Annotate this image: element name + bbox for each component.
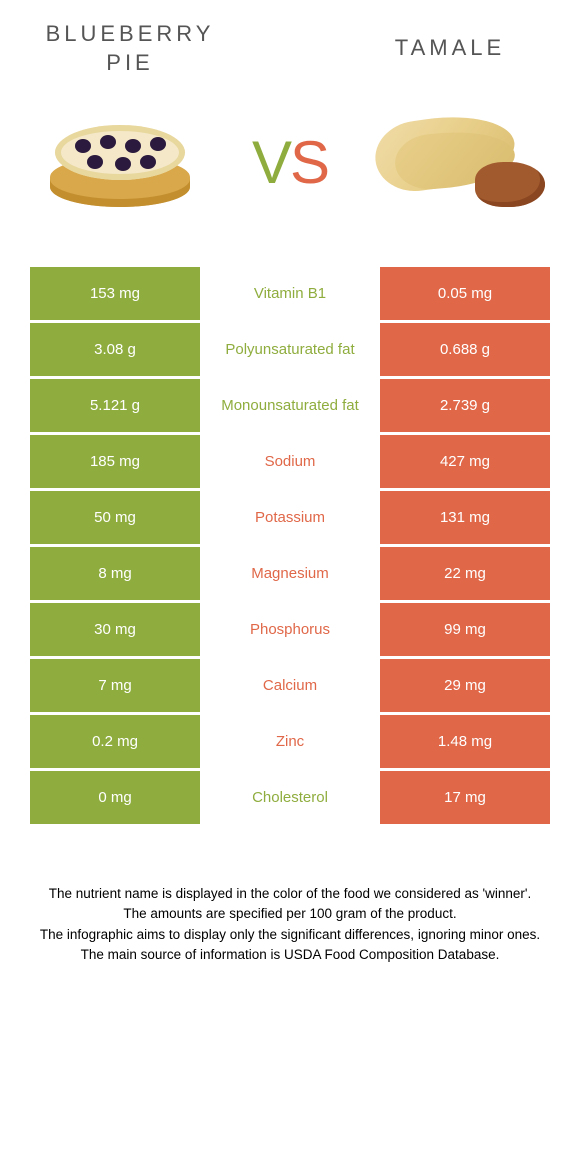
footnote-line: The nutrient name is displayed in the co… — [30, 884, 550, 904]
table-row: 30 mgPhosphorus99 mg — [30, 603, 550, 656]
nutrient-name-cell: Zinc — [200, 715, 380, 768]
nutrient-name-cell: Monounsaturated fat — [200, 379, 380, 432]
left-value-cell: 185 mg — [30, 435, 200, 488]
right-value-cell: 0.05 mg — [380, 267, 550, 320]
right-value-cell: 0.688 g — [380, 323, 550, 376]
right-value-cell: 427 mg — [380, 435, 550, 488]
nutrient-name-cell: Vitamin B1 — [200, 267, 380, 320]
header: Blueberry pie Tamale — [30, 20, 550, 77]
nutrient-name-cell: Potassium — [200, 491, 380, 544]
footnotes: The nutrient name is displayed in the co… — [30, 884, 550, 965]
table-row: 5.121 gMonounsaturated fat2.739 g — [30, 379, 550, 432]
table-row: 0.2 mgZinc1.48 mg — [30, 715, 550, 768]
left-value-cell: 0 mg — [30, 771, 200, 824]
tamale-image — [370, 92, 550, 232]
right-value-cell: 99 mg — [380, 603, 550, 656]
table-row: 7 mgCalcium29 mg — [30, 659, 550, 712]
left-food-title: Blueberry pie — [30, 20, 230, 77]
left-value-cell: 8 mg — [30, 547, 200, 600]
table-row: 153 mgVitamin B10.05 mg — [30, 267, 550, 320]
left-value-cell: 7 mg — [30, 659, 200, 712]
right-value-cell: 29 mg — [380, 659, 550, 712]
nutrient-name-cell: Phosphorus — [200, 603, 380, 656]
table-row: 185 mgSodium427 mg — [30, 435, 550, 488]
nutrient-name-cell: Magnesium — [200, 547, 380, 600]
images-row: VS — [30, 87, 550, 237]
right-value-cell: 1.48 mg — [380, 715, 550, 768]
footnote-line: The amounts are specified per 100 gram o… — [30, 904, 550, 924]
table-row: 3.08 gPolyunsaturated fat0.688 g — [30, 323, 550, 376]
footnote-line: The main source of information is USDA F… — [30, 945, 550, 965]
right-food-title: Tamale — [350, 34, 550, 63]
table-row: 8 mgMagnesium22 mg — [30, 547, 550, 600]
right-value-cell: 17 mg — [380, 771, 550, 824]
blueberry-pie-image — [30, 92, 210, 232]
table-row: 50 mgPotassium131 mg — [30, 491, 550, 544]
left-value-cell: 3.08 g — [30, 323, 200, 376]
vs-label: VS — [230, 128, 350, 197]
left-value-cell: 0.2 mg — [30, 715, 200, 768]
left-value-cell: 5.121 g — [30, 379, 200, 432]
nutrient-name-cell: Polyunsaturated fat — [200, 323, 380, 376]
left-value-cell: 50 mg — [30, 491, 200, 544]
nutrient-name-cell: Calcium — [200, 659, 380, 712]
nutrition-table: 153 mgVitamin B10.05 mg3.08 gPolyunsatur… — [30, 267, 550, 824]
vs-v: V — [252, 129, 290, 196]
nutrient-name-cell: Cholesterol — [200, 771, 380, 824]
right-value-cell: 2.739 g — [380, 379, 550, 432]
right-value-cell: 131 mg — [380, 491, 550, 544]
left-value-cell: 153 mg — [30, 267, 200, 320]
left-value-cell: 30 mg — [30, 603, 200, 656]
vs-s: S — [290, 129, 328, 196]
nutrient-name-cell: Sodium — [200, 435, 380, 488]
right-value-cell: 22 mg — [380, 547, 550, 600]
table-row: 0 mgCholesterol17 mg — [30, 771, 550, 824]
footnote-line: The infographic aims to display only the… — [30, 925, 550, 945]
